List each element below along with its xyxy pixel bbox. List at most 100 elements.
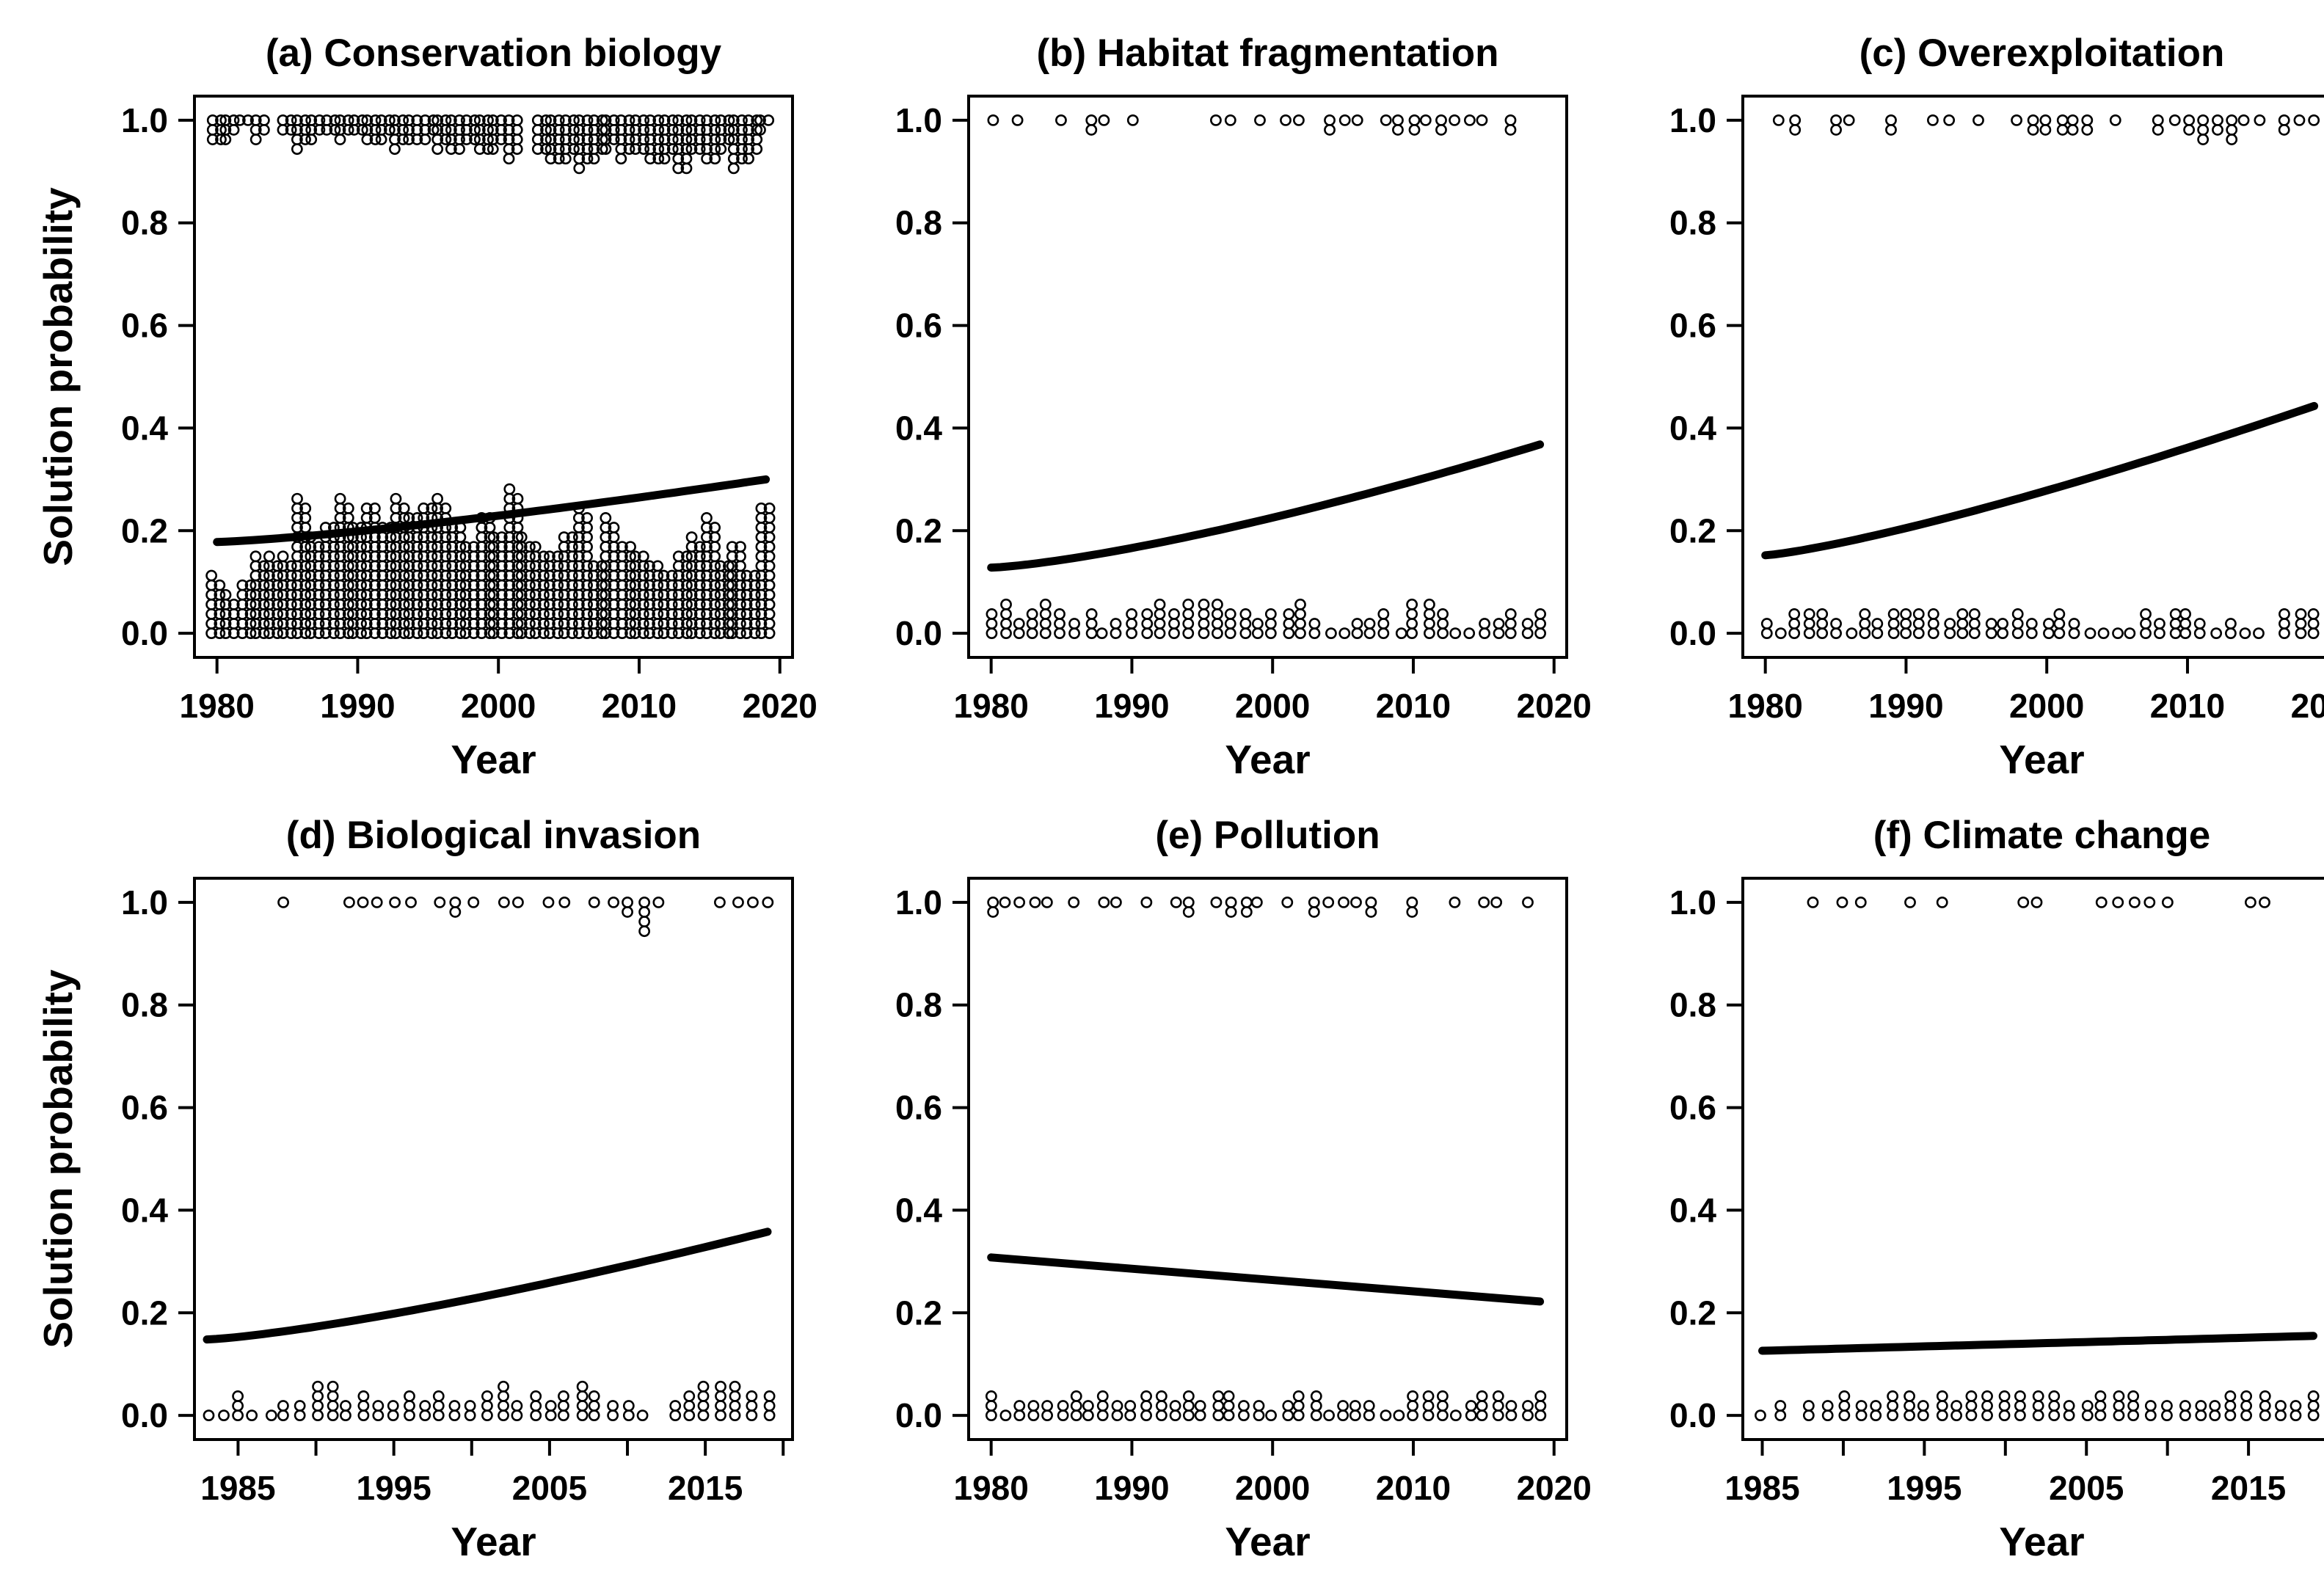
- data-point-circle: [1000, 598, 1012, 610]
- data-point-circle: [600, 512, 612, 524]
- data-point-circle: [1788, 608, 1801, 620]
- data-point-circle: [1141, 618, 1154, 630]
- data-point-circle: [1998, 1390, 2011, 1402]
- data-point-circle: [1871, 618, 1884, 630]
- trend-line: [203, 1227, 772, 1344]
- data-point-circle: [299, 134, 311, 145]
- data-point-circle: [1182, 627, 1195, 640]
- data-point-circle: [1463, 114, 1476, 126]
- data-point-circle: [1392, 114, 1404, 126]
- data-point-circle: [495, 134, 507, 145]
- data-point-circle: [2253, 627, 2265, 640]
- data-point-circle: [727, 162, 740, 175]
- data-point-circle: [1950, 1409, 1963, 1422]
- data-point-circle: [1322, 896, 1335, 908]
- data-point-circle: [1380, 114, 1392, 126]
- data-point-circle: [2179, 1400, 2191, 1412]
- data-point-circle: [729, 1390, 741, 1402]
- data-point-circle: [600, 143, 612, 156]
- data-point-circle: [503, 153, 515, 165]
- data-point-circle: [1904, 1390, 1915, 1402]
- data-point-circle: [1968, 608, 1981, 620]
- data-point-circle: [1407, 1390, 1418, 1402]
- data-point-circle: [2293, 114, 2306, 126]
- x-axis: 1985 1995 2005 2015: [200, 1440, 785, 1507]
- y-tick-label: 0.8: [1669, 986, 1716, 1024]
- data-point-circle: [1846, 627, 1858, 640]
- data-point-circle: [1534, 1409, 1547, 1422]
- data-point-circle: [1283, 618, 1295, 630]
- data-point-circle: [987, 896, 999, 908]
- data-point-circle: [552, 550, 564, 563]
- trend-line: [1758, 1332, 2317, 1355]
- data-point-circle: [1224, 114, 1236, 126]
- data-point-circle: [1392, 124, 1404, 136]
- data-point-circle: [2056, 114, 2069, 126]
- panel-c: (c) Overexploitation 0.0 0.2 0.4 0.6 0.8 1.0 1…: [1578, 12, 2324, 794]
- data-point-circle: [1194, 1400, 1206, 1412]
- data-point-circle: [2140, 627, 2152, 640]
- data-point-circle: [1085, 114, 1098, 126]
- x-tick-label: 2020: [743, 687, 817, 725]
- data-point-circle: [404, 1390, 415, 1402]
- data-point-circle: [740, 569, 753, 582]
- data-point-circle: [277, 550, 289, 563]
- y-tick-label: 1.0: [1669, 883, 1716, 922]
- data-point-circle: [587, 560, 600, 572]
- data-point-circle: [1055, 114, 1067, 126]
- data-point-circle: [2048, 1400, 2061, 1412]
- data-point-circle: [411, 134, 423, 145]
- data-point-circle: [1476, 1390, 1488, 1402]
- data-point-circle: [1039, 598, 1052, 610]
- data-point-circle: [1013, 627, 1025, 640]
- x-tick-label: 1980: [954, 687, 1029, 725]
- data-point-circle: [242, 114, 254, 126]
- data-points-one: [987, 896, 1534, 918]
- y-tick-label: 0.2: [121, 1294, 168, 1332]
- data-point-circle: [233, 114, 246, 126]
- data-point-circle: [2027, 124, 2039, 136]
- data-point-circle: [1351, 618, 1363, 630]
- data-point-circle: [615, 153, 627, 165]
- data-point-circle: [1182, 608, 1195, 620]
- data-point-circle: [448, 1400, 461, 1412]
- data-point-circle: [2014, 1390, 2026, 1402]
- data-point-circle: [1168, 608, 1180, 620]
- data-point-circle: [1956, 608, 1969, 620]
- data-point-circle: [357, 1409, 370, 1422]
- data-point-circle: [1936, 1400, 1948, 1412]
- y-tick-label: 0.8: [121, 204, 168, 242]
- data-point-circle: [1212, 618, 1223, 630]
- x-tick-label: 2000: [2009, 687, 2084, 725]
- x-axis-title: Year: [451, 737, 536, 782]
- data-point-circle: [1068, 618, 1080, 630]
- data-point-circle: [1998, 1409, 2011, 1422]
- data-point-circle: [227, 124, 240, 136]
- data-point-circle: [2212, 124, 2223, 136]
- data-point-circle: [746, 1390, 758, 1402]
- data-point-circle: [1338, 896, 1349, 908]
- data-point-circle: [1225, 896, 1237, 908]
- data-point-circle: [608, 896, 619, 908]
- data-point-circle: [2011, 608, 2024, 620]
- data-point-circle: [763, 1400, 776, 1412]
- data-point-circle: [2094, 1390, 2107, 1402]
- data-point-circle: [1504, 618, 1517, 630]
- data-point-circle: [498, 1390, 509, 1402]
- data-point-circle: [1212, 1390, 1225, 1402]
- data-point-circle: [1308, 618, 1321, 630]
- data-point-circle: [464, 1409, 476, 1422]
- data-point-circle: [1788, 618, 1801, 630]
- data-point-circle: [1154, 618, 1166, 630]
- x-tick-label: 1980: [1728, 687, 1803, 725]
- data-point-circle: [652, 896, 665, 908]
- y-tick-label: 0.6: [895, 307, 942, 345]
- data-point-circle: [2169, 627, 2182, 640]
- data-point-circle: [1294, 598, 1306, 610]
- data-point-circle: [1096, 1400, 1109, 1412]
- data-point-circle: [340, 1409, 351, 1422]
- y-tick-label: 0.2: [121, 511, 168, 550]
- panel-title-d: (d) Biological invasion: [285, 814, 702, 857]
- data-point-circle: [1254, 114, 1266, 126]
- data-point-circle: [1168, 627, 1180, 640]
